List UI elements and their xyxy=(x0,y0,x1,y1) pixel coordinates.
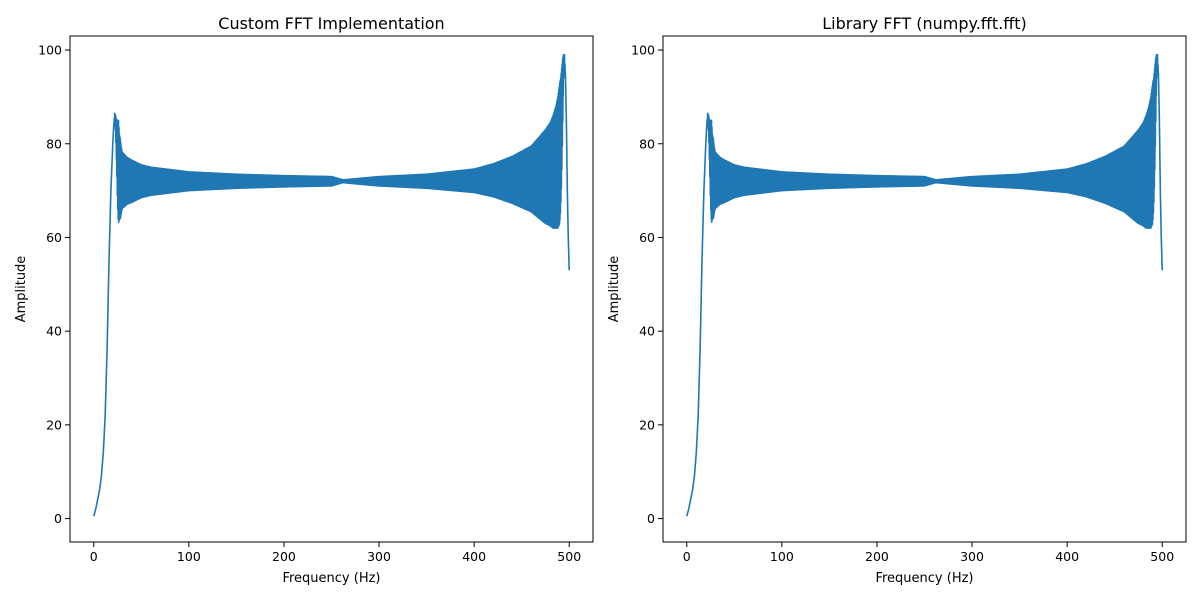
x-axis-label: Frequency (Hz) xyxy=(282,571,380,586)
y-tick-label: 40 xyxy=(639,324,655,339)
y-axis-label: Amplitude xyxy=(607,256,622,323)
y-tick-label: 60 xyxy=(46,230,62,245)
x-tick-label: 500 xyxy=(1150,549,1174,564)
chart-title: Custom FFT Implementation xyxy=(218,14,444,33)
y-tick-label: 0 xyxy=(54,511,62,526)
x-tick-label: 100 xyxy=(770,549,794,564)
y-tick-label: 0 xyxy=(647,511,655,526)
y-tick-label: 20 xyxy=(46,417,62,432)
series-line xyxy=(685,53,1164,517)
x-axis-label: Frequency (Hz) xyxy=(875,571,973,586)
x-tick-label: 300 xyxy=(367,549,391,564)
chart-title: Library FFT (numpy.fft.fft) xyxy=(822,14,1026,33)
subplot-custom-fft: Custom FFT Implementation 0 100 200 300 400 5… xyxy=(14,14,594,586)
x-tick-label: 200 xyxy=(272,549,296,564)
plot-area xyxy=(685,53,1164,517)
x-tick-label: 400 xyxy=(1055,549,1079,564)
x-axis-ticks: 0 100 200 300 400 500 xyxy=(90,542,581,564)
y-tick-label: 60 xyxy=(639,230,655,245)
y-tick-label: 100 xyxy=(631,43,655,58)
y-tick-label: 100 xyxy=(38,43,62,58)
plot-area xyxy=(92,53,571,517)
series-line xyxy=(92,53,571,517)
y-tick-label: 80 xyxy=(639,136,655,151)
y-axis-ticks: 0 20 40 60 80 100 xyxy=(631,43,663,526)
y-tick-label: 80 xyxy=(46,136,62,151)
x-tick-label: 100 xyxy=(177,549,201,564)
axes-frame xyxy=(69,35,594,543)
subplot-library-fft: Library FFT (numpy.fft.fft) 0 100 200 300 40… xyxy=(607,14,1187,586)
x-axis-ticks: 0 100 200 300 400 500 xyxy=(683,542,1174,564)
x-tick-label: 500 xyxy=(557,549,581,564)
y-axis-label: Amplitude xyxy=(14,256,29,323)
x-tick-label: 0 xyxy=(90,549,98,564)
y-axis-ticks: 0 20 40 60 80 100 xyxy=(38,43,70,526)
x-tick-label: 400 xyxy=(462,549,486,564)
y-tick-label: 20 xyxy=(639,417,655,432)
x-tick-label: 200 xyxy=(865,549,889,564)
y-tick-label: 40 xyxy=(46,324,62,339)
x-tick-label: 0 xyxy=(683,549,691,564)
x-tick-label: 300 xyxy=(960,549,984,564)
axes-frame xyxy=(662,35,1187,543)
